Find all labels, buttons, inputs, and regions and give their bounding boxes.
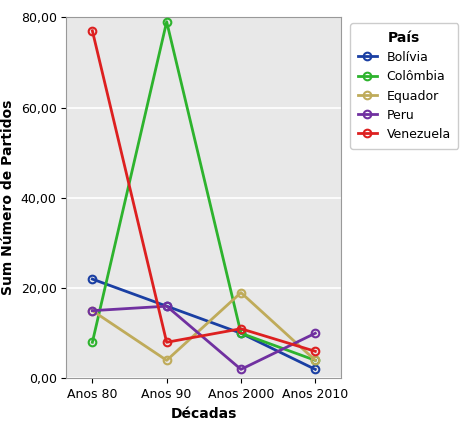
Line: Peru: Peru	[89, 302, 319, 373]
Bolívia	[312, 367, 318, 372]
Venezuela	[90, 28, 95, 34]
Venezuela	[238, 326, 244, 331]
Colômbia	[238, 331, 244, 336]
Bolívia	[164, 304, 170, 309]
Line: Venezuela: Venezuela	[89, 27, 319, 355]
Colômbia	[312, 358, 318, 363]
Equador	[238, 290, 244, 295]
Equador	[90, 308, 95, 313]
Equador	[312, 358, 318, 363]
Equador	[164, 358, 170, 363]
Line: Equador: Equador	[89, 289, 319, 364]
Colômbia	[90, 340, 95, 345]
Legend: Bolívia, Colômbia, Equador, Peru, Venezuela: Bolívia, Colômbia, Equador, Peru, Venezu…	[350, 24, 458, 149]
Peru	[238, 367, 244, 372]
Line: Colômbia: Colômbia	[89, 18, 319, 364]
Bolívia	[90, 276, 95, 282]
Colômbia	[164, 19, 170, 24]
Peru	[90, 308, 95, 313]
Y-axis label: Sum Número de Partidos: Sum Número de Partidos	[1, 100, 15, 295]
Bolívia	[238, 331, 244, 336]
Venezuela	[312, 349, 318, 354]
Peru	[164, 304, 170, 309]
X-axis label: Décadas: Décadas	[171, 407, 237, 421]
Venezuela	[164, 340, 170, 345]
Line: Bolívia: Bolívia	[89, 275, 319, 373]
Peru	[312, 331, 318, 336]
